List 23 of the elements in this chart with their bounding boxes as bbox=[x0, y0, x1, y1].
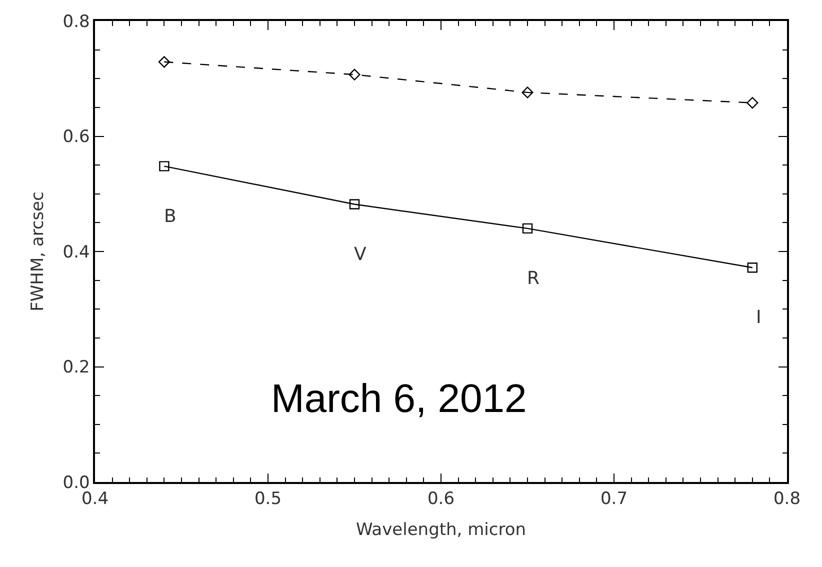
point bbox=[746, 97, 758, 109]
point bbox=[159, 161, 170, 172]
x-tick-label: 0.5 bbox=[254, 489, 282, 510]
annotation: V bbox=[354, 244, 367, 265]
y-tick-label: 0.6 bbox=[62, 127, 90, 148]
point bbox=[522, 223, 533, 234]
x-axis-title: Wavelength, micron bbox=[356, 520, 526, 540]
y-tick-label: 0.2 bbox=[62, 358, 90, 378]
y-axis-title: FWHM, arcsec bbox=[28, 192, 48, 312]
y-tick-label: 0.4 bbox=[62, 242, 90, 262]
annotation: I bbox=[756, 307, 762, 328]
annotation: B bbox=[164, 206, 176, 227]
x-tick-label: 0.6 bbox=[427, 489, 455, 510]
point bbox=[158, 56, 170, 68]
point bbox=[348, 68, 360, 80]
point bbox=[349, 199, 360, 210]
annotation: March 6, 2012 bbox=[271, 377, 527, 421]
point bbox=[522, 86, 534, 98]
point bbox=[747, 262, 758, 273]
x-tick-label: 0.7 bbox=[600, 489, 628, 510]
y-tick-label: 0.8 bbox=[62, 12, 90, 32]
x-tick-label: 0.8 bbox=[773, 489, 801, 510]
annotation: R bbox=[527, 268, 540, 289]
